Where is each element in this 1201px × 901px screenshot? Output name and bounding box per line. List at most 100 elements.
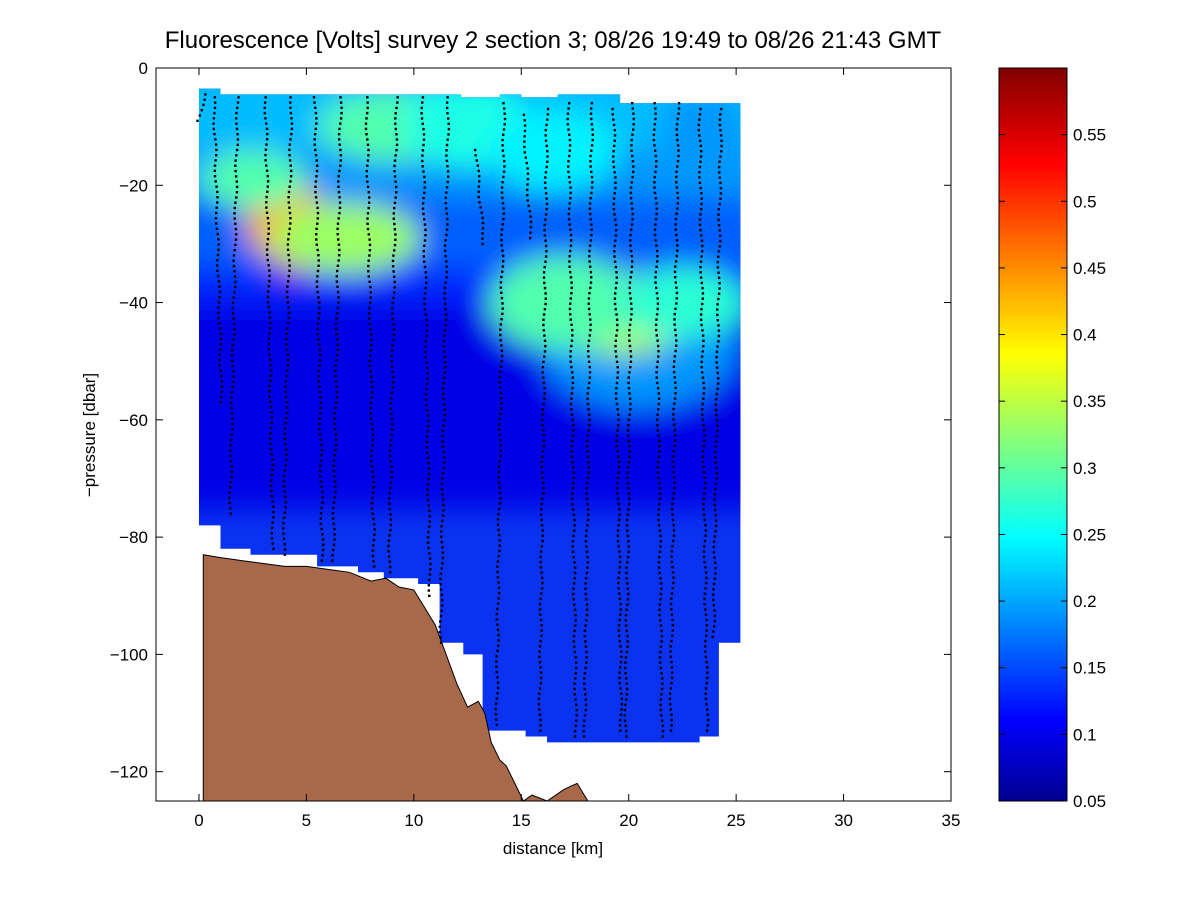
sample-point	[526, 199, 529, 202]
sample-point	[230, 391, 234, 394]
sample-point	[425, 435, 429, 438]
sample-point	[628, 339, 631, 342]
sample-point	[392, 217, 395, 220]
sample-point	[570, 323, 573, 326]
sample-point	[337, 185, 340, 188]
sample-point	[372, 538, 376, 542]
sample-point	[480, 211, 483, 214]
sample-point	[631, 102, 634, 105]
sample-point	[705, 576, 708, 580]
sample-point	[628, 334, 631, 337]
sample-point	[288, 154, 291, 157]
sample-point	[591, 128, 594, 131]
sample-point	[629, 360, 633, 363]
sample-point	[588, 381, 591, 385]
sample-point	[653, 181, 656, 184]
sample-point	[699, 313, 703, 316]
sample-point	[618, 571, 621, 574]
sample-point	[542, 439, 546, 443]
sample-point	[217, 238, 220, 241]
sample-point	[569, 186, 572, 189]
sample-point	[426, 377, 429, 380]
sample-point	[542, 429, 545, 432]
sample-point	[715, 519, 718, 522]
sample-point	[368, 301, 372, 305]
sample-point	[499, 370, 502, 373]
sample-point	[443, 376, 446, 380]
sample-point	[423, 265, 427, 269]
sample-point	[570, 281, 573, 284]
sample-point	[391, 317, 394, 321]
sample-point	[676, 144, 680, 147]
sample-point	[236, 143, 239, 146]
sample-point	[540, 571, 543, 574]
sample-point	[523, 135, 526, 138]
sample-point	[390, 418, 394, 421]
sample-point	[269, 447, 273, 451]
sample-point	[367, 317, 371, 320]
sample-point	[630, 202, 633, 205]
sample-point	[231, 422, 234, 426]
sample-point	[333, 454, 336, 457]
sample-point	[572, 587, 575, 590]
sample-point	[337, 238, 340, 241]
sample-point	[659, 650, 662, 654]
sample-point	[656, 413, 659, 416]
sample-point	[541, 455, 544, 458]
sample-point	[428, 525, 431, 528]
sample-point	[316, 322, 320, 325]
sample-point	[673, 323, 676, 326]
sample-point	[478, 201, 481, 204]
sample-point	[421, 159, 424, 163]
sample-point	[543, 229, 546, 232]
sample-point	[232, 317, 235, 320]
sample-point	[676, 202, 680, 205]
sample-point	[629, 350, 632, 353]
sample-point	[698, 134, 701, 137]
sample-point	[717, 213, 720, 216]
sample-point	[717, 340, 720, 343]
sample-point	[335, 438, 338, 441]
sample-point	[542, 376, 545, 379]
sample-point	[423, 308, 427, 311]
sample-point	[655, 160, 658, 163]
sample-point	[625, 687, 629, 691]
sample-point	[230, 407, 233, 410]
sample-point	[625, 682, 628, 685]
cast-profile	[522, 113, 533, 240]
sample-point	[423, 297, 426, 300]
sample-point	[365, 169, 368, 173]
sample-point	[673, 476, 676, 479]
sample-point	[333, 417, 336, 420]
sample-point	[616, 534, 619, 537]
sample-point	[627, 492, 631, 495]
sample-point	[396, 101, 399, 104]
sample-point	[218, 322, 221, 325]
sample-point	[441, 519, 444, 523]
x-axis-label: distance [km]	[503, 839, 603, 858]
sample-point	[440, 609, 443, 613]
sample-point	[439, 577, 442, 581]
sample-point	[337, 217, 340, 220]
sample-point	[272, 505, 275, 508]
sample-point	[501, 302, 504, 305]
sample-point	[321, 501, 324, 504]
sample-point	[232, 375, 235, 378]
sample-point	[424, 340, 427, 343]
sample-point	[494, 707, 497, 711]
sample-point	[628, 286, 631, 290]
sample-point	[704, 687, 708, 690]
sample-point	[631, 133, 634, 136]
sample-point	[717, 377, 720, 380]
sample-point	[371, 470, 374, 473]
sample-point	[540, 629, 543, 632]
sample-point	[284, 443, 287, 446]
sample-point	[542, 481, 545, 485]
sample-point	[624, 619, 627, 622]
sample-point	[285, 338, 288, 341]
sample-point	[439, 636, 442, 639]
sample-point	[672, 418, 675, 421]
sample-point	[213, 106, 217, 109]
sample-point	[669, 645, 672, 648]
sample-point	[584, 582, 587, 585]
